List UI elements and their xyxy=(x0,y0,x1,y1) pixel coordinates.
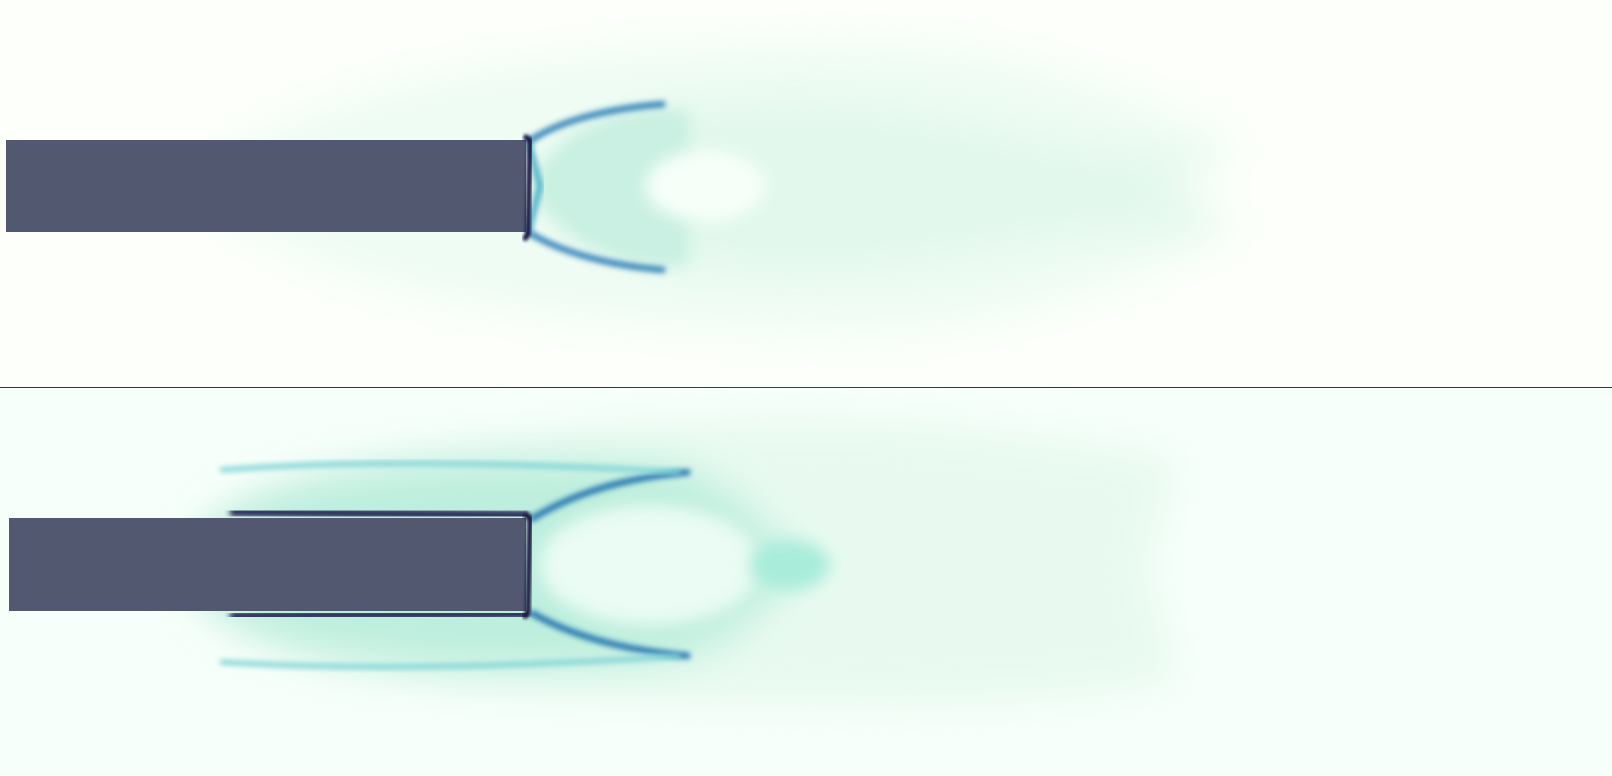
shear-line xyxy=(526,229,666,273)
base-edge-dark xyxy=(521,511,533,620)
shear-line xyxy=(528,469,691,523)
shear-line xyxy=(526,101,666,145)
wake-inner xyxy=(530,102,1220,272)
shear-line xyxy=(528,609,691,659)
body xyxy=(6,140,526,232)
wake-tail xyxy=(750,540,830,590)
wake-core xyxy=(645,151,765,221)
top-panel xyxy=(0,0,1612,387)
base-edge-dark xyxy=(521,133,533,242)
bottom-panel xyxy=(0,388,1612,776)
outer-shear xyxy=(219,460,681,475)
shear-region xyxy=(530,107,690,268)
body xyxy=(9,518,526,611)
boundary-layer xyxy=(229,508,529,519)
outer-shear xyxy=(219,653,681,670)
wake-core xyxy=(540,505,760,625)
boundary-layer xyxy=(229,610,529,620)
